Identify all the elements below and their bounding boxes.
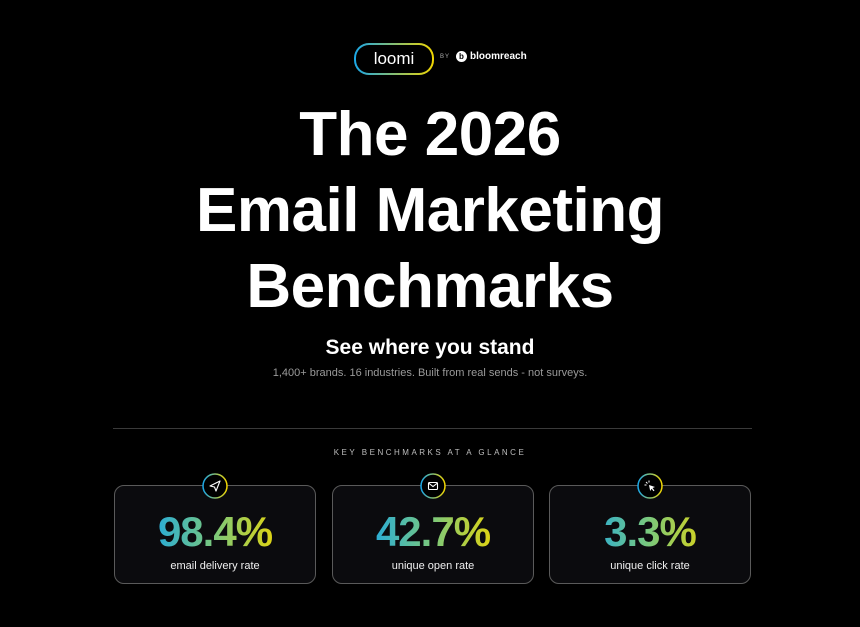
logo-text: loomi bbox=[356, 45, 432, 73]
card-value: 98.4% bbox=[115, 508, 315, 556]
card-label: unique click rate bbox=[610, 560, 690, 572]
card-label: email delivery rate bbox=[170, 560, 260, 572]
card-value: 42.7% bbox=[333, 508, 533, 556]
section-label: KEY BENCHMARKS AT A GLANCE bbox=[333, 448, 527, 457]
by-label: BY bbox=[440, 54, 451, 60]
hero-title: The 2026 Email Marketing Benchmarks bbox=[0, 97, 860, 325]
benchmark-card: 98.4% email delivery rate bbox=[114, 485, 316, 584]
title-line: Email Marketing bbox=[196, 176, 664, 245]
title-line: The 2026 bbox=[299, 100, 561, 169]
mail-icon bbox=[420, 473, 446, 499]
card-value: 3.3% bbox=[550, 508, 750, 556]
divider bbox=[113, 428, 752, 429]
partner[interactable]: b bloomreach bbox=[456, 51, 527, 62]
benchmark-card: 42.7% unique open rate bbox=[332, 485, 534, 584]
partner-name: bloomreach bbox=[470, 51, 527, 62]
subtitle: See where you stand bbox=[325, 336, 535, 359]
tagline: 1,400+ brands. 16 industries. Built from… bbox=[272, 367, 588, 379]
send-icon bbox=[202, 473, 228, 499]
benchmark-card: 3.3% unique click rate bbox=[549, 485, 751, 584]
partner-icon: b bbox=[456, 51, 467, 62]
click-icon bbox=[637, 473, 663, 499]
card-label: unique open rate bbox=[391, 560, 475, 572]
logo[interactable]: loomi bbox=[354, 43, 434, 75]
title-line: Benchmarks bbox=[246, 252, 614, 321]
